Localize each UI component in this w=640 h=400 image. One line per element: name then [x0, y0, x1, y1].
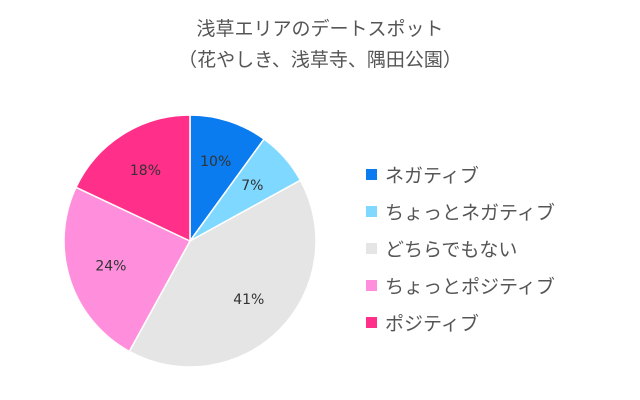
legend-label: どちらでもない — [385, 239, 518, 261]
slice-label-neutral: 41% — [233, 292, 264, 308]
legend-label: ちょっとネガティブ — [385, 202, 555, 224]
pie-slice-neutral — [128, 179, 317, 368]
pie-slice-negative — [189, 114, 266, 244]
legend-item-neutral: どちらでもない — [366, 230, 555, 267]
legend-swatch — [366, 280, 377, 291]
slice-label-negative: 10% — [200, 154, 231, 170]
slice-label-slightly-positive: 24% — [95, 259, 126, 275]
pie-slice-positive — [74, 114, 191, 243]
legend-swatch — [366, 243, 377, 254]
chart-title: 浅草エリアのデートスポット — [196, 18, 444, 40]
legend-item-negative: ネガティブ — [366, 156, 555, 193]
legend-label: ネガティブ — [385, 165, 479, 187]
legend-label: ポジティブ — [385, 313, 479, 335]
slice-label-positive: 18% — [130, 163, 161, 179]
legend-item-positive: ポジティブ — [366, 304, 555, 341]
legend-item-slightly-negative: ちょっとネガティブ — [366, 193, 555, 230]
legend-label: ちょっとポジティブ — [385, 276, 555, 298]
legend-swatch — [366, 317, 377, 328]
chart-subtitle: （花やしき、浅草寺、隅田公園） — [178, 49, 462, 71]
chart-legend: ネガティブ ちょっとネガティブ どちらでもない ちょっとポジティブ ポジティブ — [366, 156, 555, 341]
slice-label-slightly-negative: 7% — [241, 178, 263, 194]
pie-slice-slightly-positive — [63, 186, 192, 353]
legend-swatch — [366, 206, 377, 217]
legend-swatch — [366, 169, 377, 180]
legend-item-slightly-positive: ちょっとポジティブ — [366, 267, 555, 304]
